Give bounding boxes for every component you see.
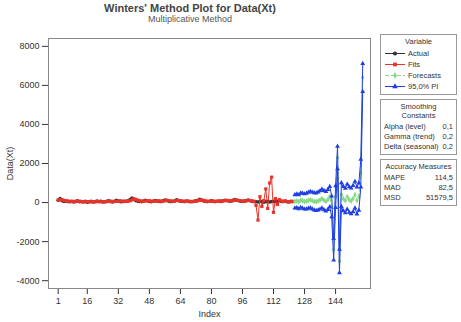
svg-text:8000: 8000 [19, 41, 39, 51]
html-text:MSD: MSD [384, 193, 401, 202]
svg-text:48: 48 [144, 296, 154, 306]
html-text:MAPE: MAPE [384, 173, 406, 182]
html-text:Fits: Fits [408, 60, 421, 69]
svg-text:6000: 6000 [19, 80, 39, 90]
html-text:95,0% PI: 95,0% PI [408, 82, 439, 91]
html-text:Alpha (level): Alpha (level) [384, 122, 426, 131]
svg-text:Data(Xt): Data(Xt) [5, 147, 15, 181]
svg-text:2000: 2000 [19, 158, 39, 168]
svg-text:32: 32 [113, 296, 123, 306]
html-text:Smoothing Constants: Smoothing Constants [400, 102, 437, 120]
html-text:114,5: 114,5 [434, 173, 453, 182]
html-text:MAD: MAD [384, 183, 401, 192]
svg-text:-2000: -2000 [16, 237, 39, 247]
html-text:82,5: 82,5 [438, 183, 453, 192]
html-text:51579,5: 51579,5 [425, 193, 453, 202]
svg-text:64: 64 [175, 296, 185, 306]
html-text:Gamma (trend): Gamma (trend) [384, 132, 435, 141]
svg-text:128: 128 [297, 296, 312, 306]
svg-text:4000: 4000 [19, 119, 39, 129]
svg-text:144: 144 [328, 296, 343, 306]
html-text:Forecasts: Forecasts [408, 71, 441, 80]
svg-text:1: 1 [56, 296, 61, 306]
svg-text:112: 112 [266, 296, 280, 306]
html-text:Delta (seasonal) 0,2: Delta (seasonal) 0,2 [384, 142, 453, 151]
svg-text:0: 0 [34, 197, 39, 207]
html-text:Accuracy Measures: Accuracy Measures [385, 162, 452, 171]
html-text:Multiplicative Method: Multiplicative Method [148, 14, 232, 24]
html-text:Winters' Method Plot for Data(: Winters' Method Plot for Data(Xt) [104, 2, 276, 14]
svg-text:Index: Index [198, 309, 221, 319]
svg-text:96: 96 [237, 296, 247, 306]
html-text:0,2: 0,2 [442, 132, 453, 141]
svg-text:-4000: -4000 [16, 276, 39, 286]
html-text:Actual: Actual [408, 49, 429, 58]
svg-text:80: 80 [206, 296, 216, 306]
html-text:Variable: Variable [405, 37, 432, 46]
html-text:0,1: 0,1 [442, 122, 453, 131]
svg-text:16: 16 [82, 296, 92, 306]
